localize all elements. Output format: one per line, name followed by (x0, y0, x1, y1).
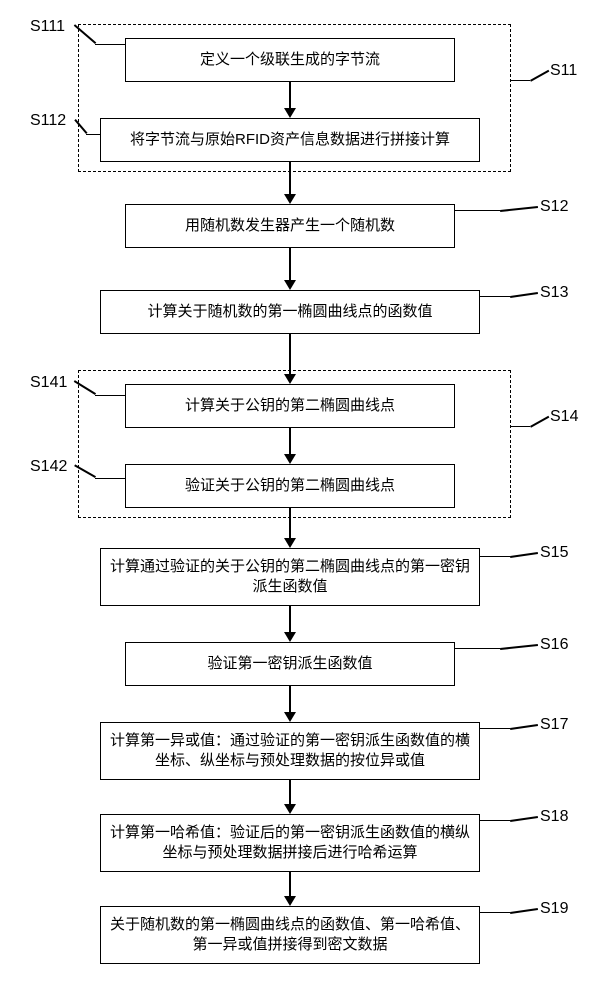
lead-line (511, 80, 530, 81)
lead-line (510, 908, 538, 913)
lead-line (530, 70, 549, 81)
step-b-s15: 计算通过验证的关于公钥的第二椭圆曲线点的第一密钥派生函数值 (100, 548, 480, 606)
arrowhead-icon (284, 108, 296, 118)
connector (289, 780, 291, 806)
connector (289, 508, 291, 540)
step-b-s17: 计算第一异或值：通过验证的第一密钥派生函数值的横坐标、纵坐标与预处理数据的按位异… (100, 722, 480, 780)
connector (289, 686, 291, 714)
lead-line (95, 44, 125, 45)
arrowhead-icon (284, 804, 296, 814)
step-b-s19: 关于随机数的第一椭圆曲线点的函数值、第一哈希值、第一异或值拼接得到密文数据 (100, 906, 480, 964)
lead-line (511, 426, 530, 427)
lead-line (510, 552, 538, 557)
step-b-s12: 用随机数发生器产生一个随机数 (125, 204, 455, 248)
lead-line (480, 556, 510, 557)
lead-line (500, 206, 538, 211)
lead-line (510, 724, 538, 729)
step-label-l-s111: S111 (30, 18, 65, 36)
step-label-l-s112: S112 (30, 112, 66, 130)
step-label-l-s13: S13 (540, 284, 568, 302)
connector (289, 162, 291, 196)
arrowhead-icon (284, 538, 296, 548)
arrowhead-icon (284, 280, 296, 290)
step-label-l-s19: S19 (540, 900, 568, 918)
step-b-s111: 定义一个级联生成的字节流 (125, 38, 455, 82)
lead-line (86, 134, 100, 135)
connector (289, 248, 291, 282)
lead-line (480, 728, 510, 729)
lead-line (480, 296, 510, 297)
connector (289, 606, 291, 634)
step-b-s16: 验证第一密钥派生函数值 (125, 642, 455, 686)
step-label-l-s18: S18 (540, 808, 568, 826)
step-b-s142: 验证关于公钥的第二椭圆曲线点 (125, 464, 455, 508)
lead-line (510, 816, 538, 821)
connector (289, 82, 291, 110)
step-label-l-s142: S142 (30, 458, 67, 476)
flowchart-canvas: 定义一个级联生成的字节流将字节流与原始RFID资产信息数据进行拼接计算用随机数发… (0, 0, 608, 1000)
step-label-l-s14: S14 (550, 408, 578, 426)
arrowhead-icon (284, 896, 296, 906)
step-b-s18: 计算第一哈希值：验证后的第一密钥派生函数值的横纵坐标与预处理数据拼接后进行哈希运… (100, 814, 480, 872)
step-b-s13: 计算关于随机数的第一椭圆曲线点的函数值 (100, 290, 480, 334)
connector (289, 428, 291, 456)
step-label-l-s17: S17 (540, 716, 568, 734)
lead-line (95, 478, 125, 479)
arrowhead-icon (284, 454, 296, 464)
step-label-l-s12: S12 (540, 198, 568, 216)
step-label-l-s16: S16 (540, 636, 568, 654)
lead-line (510, 292, 538, 297)
lead-line (530, 416, 549, 427)
lead-line (455, 648, 500, 649)
arrowhead-icon (284, 374, 296, 384)
step-b-s112: 将字节流与原始RFID资产信息数据进行拼接计算 (100, 118, 480, 162)
arrowhead-icon (284, 194, 296, 204)
arrowhead-icon (284, 632, 296, 642)
step-label-l-s141: S141 (30, 374, 67, 392)
step-label-l-s11: S11 (550, 62, 577, 80)
lead-line (480, 820, 510, 821)
arrowhead-icon (284, 712, 296, 722)
lead-line (95, 395, 125, 396)
lead-line (455, 210, 500, 211)
step-b-s141: 计算关于公钥的第二椭圆曲线点 (125, 384, 455, 428)
connector (289, 334, 291, 376)
step-label-l-s15: S15 (540, 544, 568, 562)
lead-line (500, 644, 538, 649)
lead-line (480, 912, 510, 913)
connector (289, 872, 291, 898)
